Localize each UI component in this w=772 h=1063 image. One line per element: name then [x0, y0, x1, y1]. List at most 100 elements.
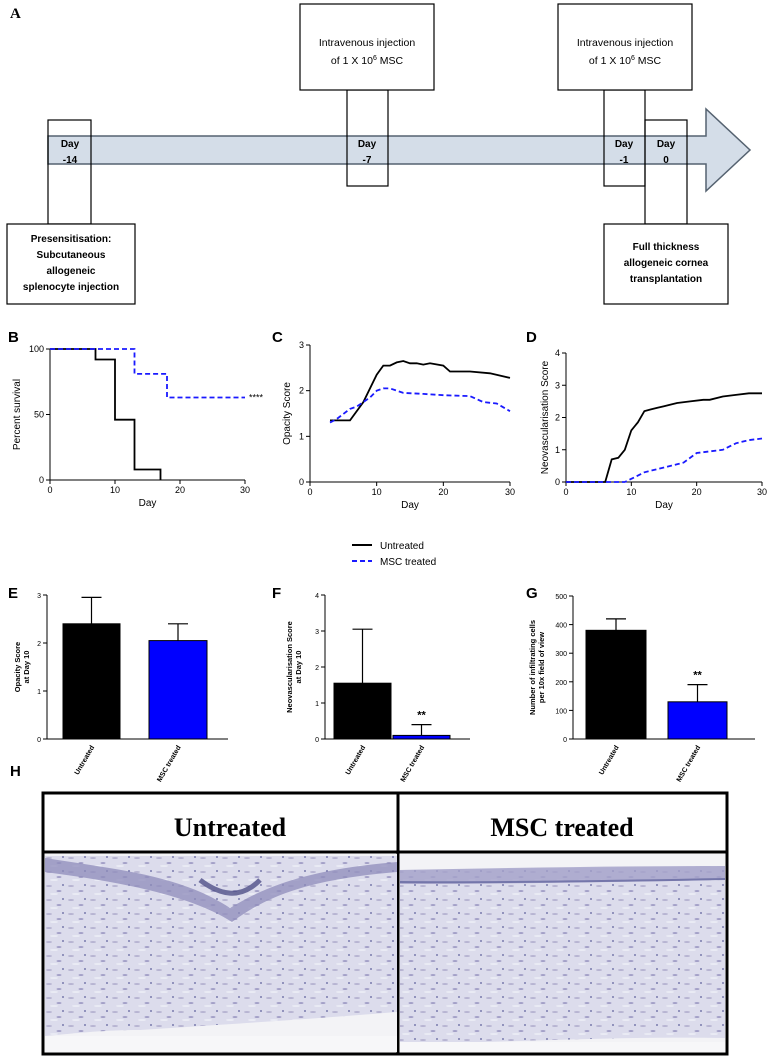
chart-b-series-untreated: [50, 348, 162, 480]
chart-g-xtick-label: MSC treated: [676, 745, 702, 784]
panel-c-label: C: [272, 329, 283, 346]
chart-b-significance: ****: [249, 392, 264, 402]
chart-e-ytick-label: 3: [37, 593, 41, 600]
chart-c-xtick-label: 0: [307, 487, 312, 497]
day-label: Day: [61, 139, 80, 150]
histology-image-untreated: [45, 854, 397, 1052]
chart-d-xtick-label: 0: [563, 487, 568, 497]
panel-d-label: D: [526, 329, 537, 346]
chart-e-ylabel: at Day 10: [22, 651, 31, 684]
chart-g-bar-untreated: [585, 629, 647, 740]
injection-box-2: Intravenous injection of 1 X 106 MSC: [557, 3, 693, 91]
chart-e-ytick-label: 1: [37, 689, 41, 696]
chart-e-ytick-label: 0: [37, 737, 41, 744]
injection-line1: Intravenous injection: [577, 37, 673, 49]
histology-title-untreated: Untreated: [174, 813, 287, 842]
chart-b-xtick-label: 20: [175, 485, 185, 495]
chart-d-series-untreated: [566, 392, 762, 483]
day-value: 0: [663, 155, 669, 166]
day-label: Day: [358, 139, 377, 150]
chart-g-ytick-label: 200: [555, 680, 567, 687]
chart-c-ytick-label: 1: [299, 431, 304, 441]
chart-f-xtick-label: Untreated: [345, 745, 367, 777]
timeline-arrow: [47, 107, 752, 193]
chart-c-ytick-label: 0: [299, 477, 304, 487]
chart-b-xtick-label: 0: [47, 485, 52, 495]
day-value: -7: [363, 155, 372, 166]
chart-g-ytick-label: 500: [555, 594, 567, 601]
chart-d-ytick-label: 0: [555, 477, 560, 487]
chart-c-ylabel: Opacity Score: [282, 382, 293, 445]
presens-line: splenocyte injection: [23, 282, 119, 293]
chart-c-series-msc: [329, 387, 511, 424]
transplantation-box: Full thickness allogeneic cornea transpl…: [603, 223, 729, 305]
chart-b-ytick-label: 100: [29, 344, 44, 354]
chart-f-ylabel: Neovascularisation Score: [285, 621, 294, 713]
chart-b-xlabel: Day: [139, 498, 157, 509]
transplant-line: transplantation: [630, 274, 702, 285]
chart-f-ytick-label: 1: [315, 701, 319, 708]
day-value: -14: [63, 155, 78, 166]
chart-d-ytick-label: 1: [555, 445, 560, 455]
day-label: Day: [657, 139, 676, 150]
chart-b-ytick-label: 50: [34, 410, 44, 420]
chart-f-ytick-label: 2: [315, 665, 319, 672]
chart-d-xlabel: Day: [655, 500, 673, 511]
chart-d-ytick-label: 3: [555, 380, 560, 390]
chart-d-ytick-label: 2: [555, 413, 560, 423]
chart-b-xtick-label: 30: [240, 485, 250, 495]
transplant-line: allogeneic cornea: [624, 258, 709, 269]
chart-e-xtick-label: Untreated: [74, 745, 96, 777]
chart-d-ylabel: Neovascularisation Score: [540, 360, 551, 474]
chart-f-ylabel: at Day 10: [294, 651, 303, 684]
injection-line2: of 1 X 106 MSC: [331, 55, 404, 67]
panel-f-label: F: [272, 585, 281, 602]
chart-f-bar-untreated: [333, 682, 392, 740]
chart-c-xtick-label: 30: [505, 487, 515, 497]
panel-e-label: E: [8, 585, 18, 602]
chart-c-xlabel: Day: [401, 500, 419, 511]
presens-line: allogeneic: [47, 266, 96, 277]
day-label: Day: [615, 139, 634, 150]
chart-g-ytick-label: 100: [555, 708, 567, 715]
injection-box-1: Intravenous injection of 1 X 106 MSC: [299, 3, 435, 91]
chart-g-xtick-label: Untreated: [598, 745, 620, 777]
chart-d-ytick-label: 4: [555, 348, 560, 358]
chart-c-ytick-label: 2: [299, 386, 304, 396]
presensitisation-box: Presensitisation: Subcutaneous allogenei…: [6, 223, 136, 305]
chart-g-ytick-label: 400: [555, 623, 567, 630]
chart-b-series-msc: [50, 348, 245, 399]
chart-f-ytick-label: 4: [315, 593, 319, 600]
panel-h-label: H: [10, 763, 21, 780]
histology-title-msc: MSC treated: [490, 813, 634, 842]
legend-msc-label: MSC treated: [380, 557, 436, 568]
chart-g-ylabel: per 10x field of view: [537, 632, 546, 703]
chart-f-bar-msc: [392, 734, 451, 740]
chart-g-significance: **: [693, 670, 702, 682]
chart-e-ytick-label: 2: [37, 641, 41, 648]
chart-d-series-msc: [566, 437, 763, 483]
histology-image-msc: [399, 854, 726, 1052]
chart-c-xtick-label: 10: [372, 487, 382, 497]
chart-e-bar-untreated: [62, 623, 121, 740]
chart-d-xtick-label: 30: [757, 487, 767, 497]
chart-c-series-untreated: [330, 360, 511, 422]
chart-g-ytick-label: 0: [563, 737, 567, 744]
injection-line1: Intravenous injection: [319, 37, 415, 49]
chart-g-ytick-label: 300: [555, 651, 567, 658]
panel-g-label: G: [526, 585, 538, 602]
chart-e-ylabel: Opacity Score: [13, 642, 22, 692]
panel-a-label: A: [10, 6, 21, 22]
chart-c-xtick-label: 20: [438, 487, 448, 497]
legend: Untreated MSC treated: [352, 541, 436, 568]
transplant-line: Full thickness: [633, 242, 700, 253]
chart-g-bar-msc: [667, 701, 728, 740]
chart-f-significance: **: [417, 710, 426, 722]
chart-c-ytick-label: 3: [299, 340, 304, 350]
chart-f-ytick-label: 0: [315, 737, 319, 744]
legend-untreated-label: Untreated: [380, 541, 424, 552]
chart-b-ylabel: Percent survival: [12, 379, 23, 450]
chart-d-xtick-label: 10: [626, 487, 636, 497]
injection-line2: of 1 X 106 MSC: [589, 55, 662, 67]
